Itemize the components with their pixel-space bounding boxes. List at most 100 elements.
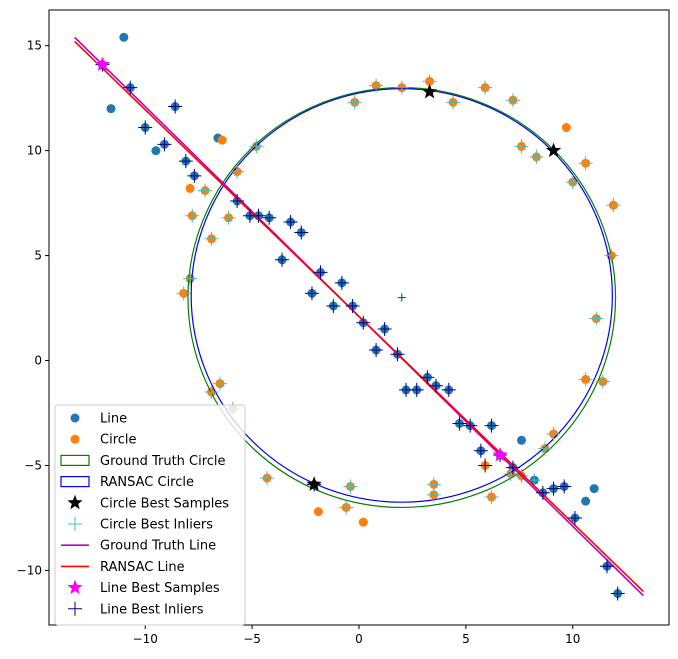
line-inlier-marker	[334, 275, 349, 290]
legend-label: Circle	[100, 433, 137, 448]
circle-inlier-marker	[185, 208, 200, 223]
line-inlier-marker	[441, 382, 456, 397]
line-inlier-marker	[546, 481, 561, 496]
legend-handle-dot	[70, 413, 80, 423]
line-inlier-marker	[304, 286, 319, 301]
line-inlier-marker	[473, 443, 488, 458]
legend-label: Ground Truth Line	[100, 539, 216, 554]
circle-inlier-marker	[578, 372, 593, 387]
circle-data-point	[358, 517, 368, 527]
line-inlier-marker	[123, 80, 138, 95]
circle-inlier-marker	[230, 164, 245, 179]
legend-label: Circle Best Inliers	[100, 518, 213, 533]
plot-area	[74, 32, 644, 601]
line-inlier-marker	[230, 194, 245, 209]
line-inlier-marker	[567, 510, 582, 525]
circle-inlier-marker	[260, 471, 275, 486]
y-tick-label: −10	[17, 563, 42, 577]
line-inlier-marker	[178, 154, 193, 169]
line-inlier-marker	[505, 460, 520, 475]
y-tick-label: 15	[27, 39, 42, 53]
line-inlier-marker	[283, 214, 298, 229]
circle-inlier-marker	[546, 426, 561, 441]
y-tick-label: 0	[34, 354, 42, 368]
line-inlier-marker	[138, 120, 153, 135]
circle-inlier-marker	[347, 95, 362, 110]
legend-box	[54, 404, 246, 626]
circle-inlier-marker	[478, 80, 493, 95]
circle-inlier-marker	[589, 311, 604, 326]
axis-ticks: −10 −5 0 5 10 −10 −5 0 5 10 15	[17, 39, 581, 646]
legend-label: Line Best Inliers	[100, 602, 204, 617]
line-inlier-marker	[463, 418, 478, 433]
circle-inlier-marker	[484, 489, 499, 504]
legend-handle-star	[67, 494, 83, 510]
line-inlier-marker	[251, 208, 266, 223]
circle-inlier-marker	[503, 466, 518, 481]
line-inlier-marker	[535, 485, 550, 500]
legend-label: Line Best Samples	[100, 581, 220, 596]
circle-inlier-marker	[595, 374, 610, 389]
line-inlier-marker	[377, 322, 392, 337]
legend-handle-rect	[60, 476, 90, 488]
y-tick-label: 5	[34, 249, 42, 263]
circle-inlier-marker	[514, 139, 529, 154]
circle-inlier-marker	[204, 385, 219, 400]
circle-inlier-marker	[343, 479, 358, 494]
line-inlier-marker	[157, 137, 172, 152]
line-inlier-marker	[478, 458, 493, 473]
circle-inlier-marker	[369, 78, 384, 93]
x-tick-label: 5	[462, 632, 470, 646]
circle-inlier-marker	[606, 198, 621, 213]
line-inlier-marker	[390, 347, 405, 362]
line-inlier-marker	[610, 586, 625, 601]
circle-best-sample-star	[545, 142, 562, 158]
circle-best-sample-star	[306, 476, 322, 491]
line-inlier-marker	[275, 252, 290, 267]
circle-inlier-marker	[394, 80, 409, 95]
circle-inlier-marker	[176, 286, 191, 301]
line-inlier-marker	[313, 265, 328, 280]
ransac-line	[74, 40, 644, 592]
circle-inlier-marker	[339, 500, 354, 515]
line-inlier-marker	[187, 168, 202, 183]
line-inlier-marker	[326, 298, 341, 313]
circle-best-sample-star	[421, 83, 438, 99]
line-inlier-marker	[484, 418, 499, 433]
line-inlier-marker	[420, 370, 435, 385]
line-inlier-marker	[262, 210, 277, 225]
line-data-point	[516, 435, 526, 445]
line-data-point	[589, 484, 599, 494]
legend-handle-rect	[60, 454, 90, 466]
circle-inlier-marker	[221, 210, 236, 225]
x-tick-label: 0	[355, 632, 363, 646]
legend-label: RANSAC Line	[100, 560, 185, 575]
circle-data-point	[313, 507, 323, 517]
circle-data-point	[185, 183, 195, 193]
circle-data-point	[561, 123, 571, 133]
legend-handle-plus	[68, 517, 82, 531]
legend: Line Circle Ground Truth Circle RANSAC Circ…	[54, 404, 246, 626]
legend-label: Line	[100, 412, 127, 427]
line-inlier-marker	[294, 225, 309, 240]
line-inlier-marker	[356, 315, 371, 330]
legend-handle-star	[67, 579, 83, 595]
x-tick-label: −10	[133, 632, 158, 646]
line-inlier-marker	[600, 559, 614, 574]
circle-inlier-marker	[183, 271, 198, 286]
legend-handle-dot	[70, 434, 80, 444]
line-inlier-marker	[345, 298, 360, 313]
y-tick-label: 10	[27, 144, 42, 158]
circle-inlier-marker	[565, 175, 580, 190]
x-tick-label: 10	[565, 632, 580, 646]
line-inlier-marker	[168, 99, 183, 114]
circle-data-point	[217, 135, 227, 145]
circle-inlier-marker	[505, 93, 520, 108]
line-data-point	[119, 32, 129, 42]
circle-inlier-marker	[604, 248, 619, 263]
line-best-sample-star	[492, 446, 508, 462]
line-inlier-marker	[557, 479, 572, 494]
circle-inlier-marker	[249, 139, 264, 154]
line-data-point	[106, 104, 116, 114]
circle-inlier-marker	[578, 156, 593, 171]
